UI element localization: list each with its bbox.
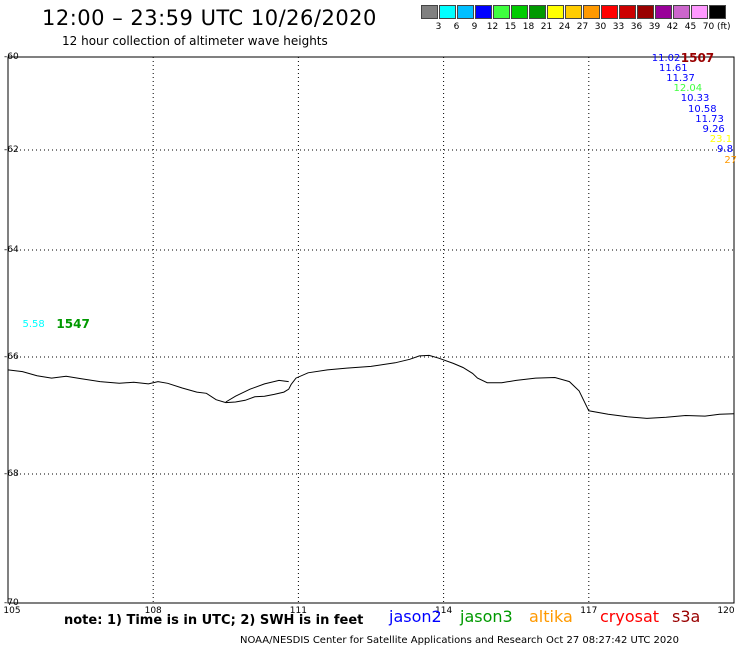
antarctic-coastline <box>7 354 735 419</box>
wave-height-value: 23.1 <box>709 134 733 146</box>
wave-height-value: 11.37 <box>666 72 695 84</box>
latitude-label: -70 <box>4 598 19 608</box>
coastline-inner-outline <box>225 379 289 403</box>
credit-line: NOAA/NESDIS Center for Satellite Applica… <box>240 635 679 646</box>
wave-height-value: 10.58 <box>688 103 717 115</box>
legend-jason2: jason2 <box>389 607 442 626</box>
legend-altika: altika <box>529 607 573 626</box>
colorbar-tick-label: 24 <box>558 22 571 32</box>
legend-s3a: s3a <box>672 607 701 626</box>
pass-time-label: 1507 <box>680 51 715 66</box>
colorbar-tick-label: 42 <box>666 22 679 32</box>
latitude-label: -66 <box>4 352 19 362</box>
footnote: note: 1) Time is in UTC; 2) SWH is in fe… <box>64 613 364 628</box>
colorbar-swatch <box>619 5 636 19</box>
colorbar-swatch <box>637 5 654 19</box>
colorbar-swatch <box>547 5 564 19</box>
legend-cryosat: cryosat <box>600 607 660 626</box>
colorbar-swatch <box>709 5 726 19</box>
longitude-label: 111 <box>289 606 307 616</box>
wave-height-value: 12.04 <box>673 83 703 95</box>
colorbar-swatch <box>457 5 474 19</box>
colorbar-swatch <box>601 5 618 19</box>
colorbar-swatch <box>673 5 690 19</box>
wave-height-value: 27 <box>724 155 738 166</box>
legend-jason3: jason3 <box>460 607 513 626</box>
wave-height-value: 11.02 <box>651 53 681 65</box>
colorbar-tick-label: 15 <box>504 22 517 32</box>
latitude-label: -62 <box>4 145 19 155</box>
colorbar-swatch <box>529 5 546 19</box>
colorbar-swatch <box>421 5 438 19</box>
colorbar-tick-label: 39 <box>648 22 661 32</box>
colorbar-tick-label: 36 <box>630 22 643 32</box>
wave-height-value: 11.61 <box>658 62 688 74</box>
colorbar-swatch <box>475 5 492 19</box>
wave-height-value: 10.33 <box>680 93 710 105</box>
latitude-label: -64 <box>4 245 19 255</box>
colorbar-tick-label: 12 <box>486 22 499 32</box>
colorbar-tick-label: 33 <box>612 22 625 32</box>
colorbar-unit: (ft) <box>717 22 731 32</box>
colorbar-tick-label: 70 <box>702 22 715 32</box>
pass-time-label: 1547 <box>56 316 90 331</box>
map-subtitle: 12 hour collection of altimeter wave hei… <box>62 34 328 48</box>
colorbar-swatch <box>655 5 672 19</box>
latitude-label: -68 <box>4 469 19 479</box>
colorbar-swatch <box>439 5 456 19</box>
graticule <box>8 57 734 603</box>
colorbar-swatch <box>691 5 708 19</box>
wave-height-value: 5.58 <box>22 318 45 330</box>
wave-height-value: 9.26 <box>702 124 725 135</box>
wave-height-value: 11.73 <box>695 113 724 125</box>
longitude-label: 114 <box>435 606 453 616</box>
colorbar-tick-label: 6 <box>453 22 460 32</box>
colorbar-swatch <box>583 5 600 19</box>
colorbar-tick-label: 27 <box>576 22 589 32</box>
colorbar-swatch <box>565 5 582 19</box>
colorbar-tick-label: 3 <box>435 22 442 32</box>
longitude-label: 105 <box>3 606 21 616</box>
colorbar-tick-label: 21 <box>540 22 553 32</box>
longitude-label: 120 <box>717 606 735 616</box>
map-title: 12:00 – 23:59 UTC 10/26/2020 <box>42 6 377 30</box>
colorbar-tick-label: 30 <box>594 22 607 32</box>
colorbar-swatch <box>511 5 528 19</box>
colorbar-swatch <box>493 5 510 19</box>
colorbar-tick-label: 45 <box>684 22 697 32</box>
colorbar-tick-label: 9 <box>471 22 478 32</box>
latitude-label: -60 <box>4 52 19 62</box>
colorbar-tick-label: 18 <box>522 22 535 32</box>
wave-height-value: 9.8 <box>717 144 733 155</box>
longitude-label: 117 <box>580 606 598 616</box>
wave-height-colorbar <box>421 5 727 19</box>
colorbar-labels: 3 6 9 12 15 18 21 24 27 30 33 36 39 42 45 70 <box>421 22 731 36</box>
map-frame <box>7 56 735 604</box>
longitude-label: 108 <box>144 606 162 616</box>
